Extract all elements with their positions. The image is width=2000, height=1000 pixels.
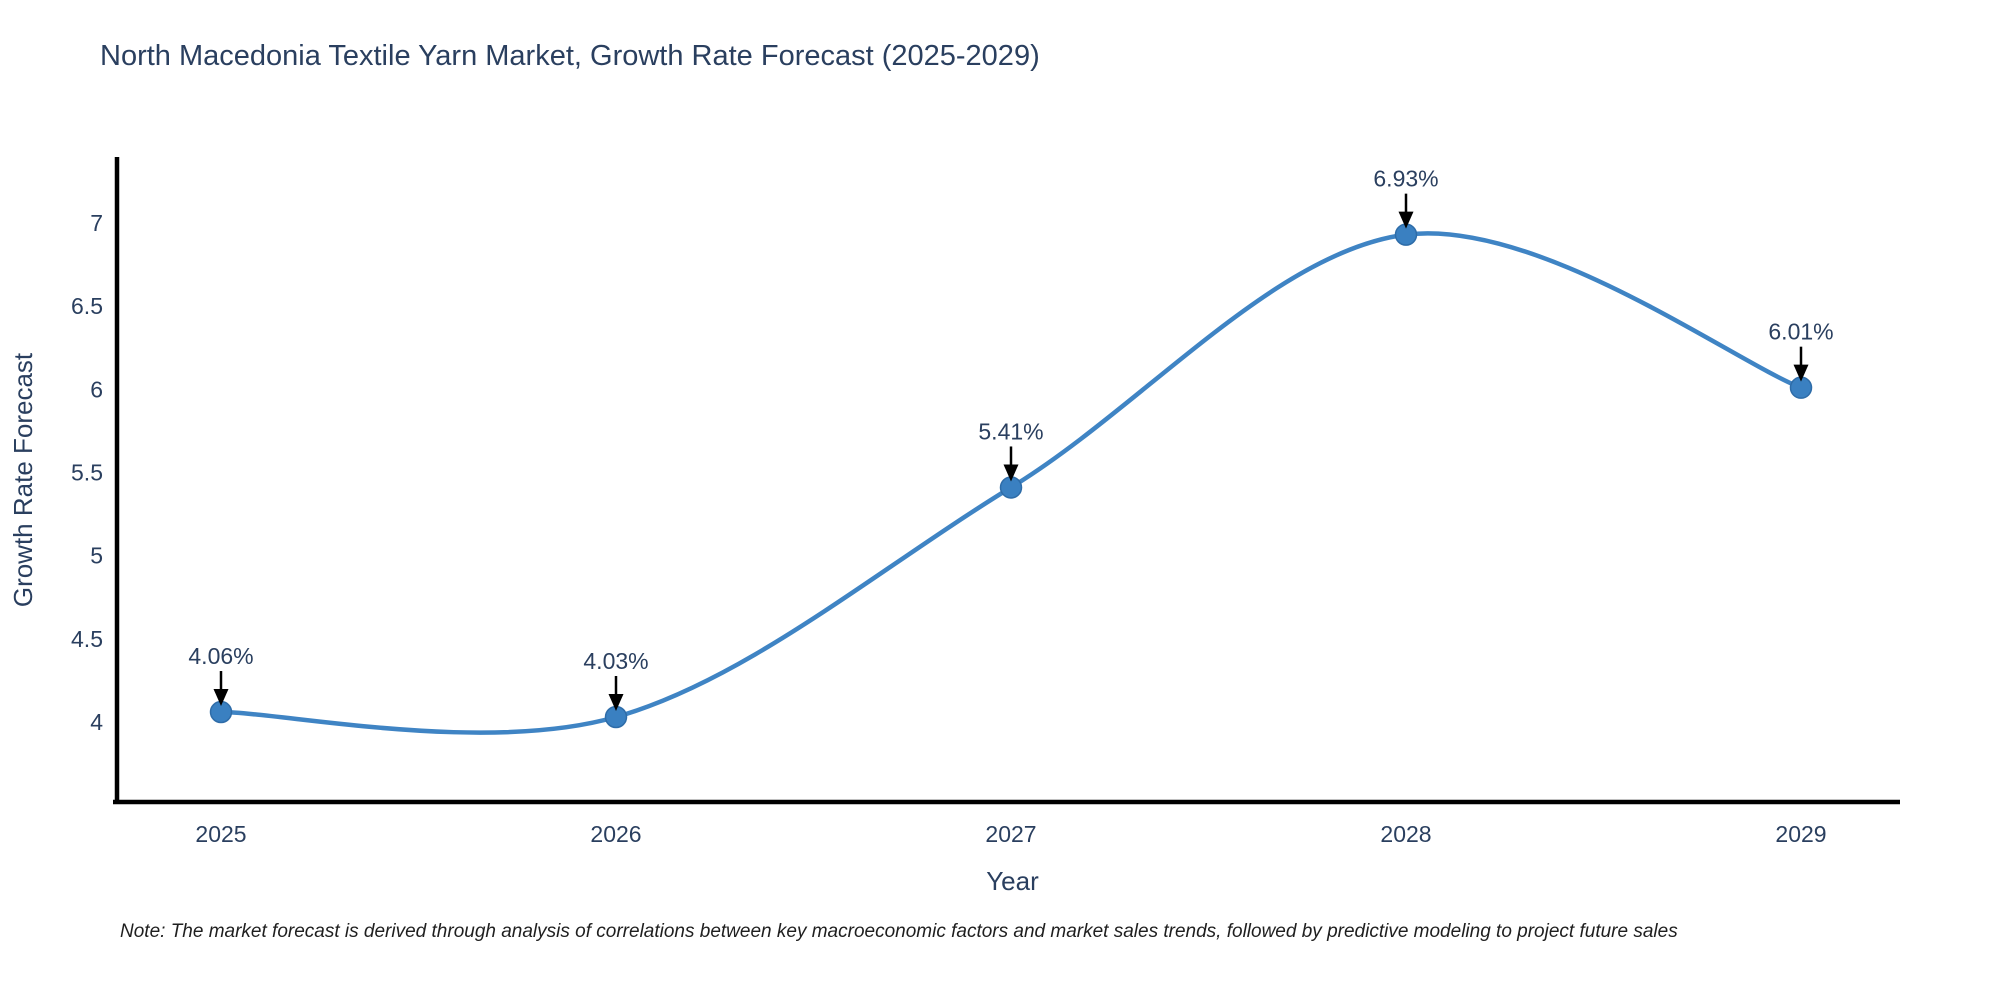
- x-tick-label: 2026: [590, 821, 641, 847]
- y-tick-label: 5.5: [71, 460, 103, 486]
- x-tick-label: 2029: [1775, 821, 1826, 847]
- annotation-arrow-head: [213, 689, 229, 707]
- data-point-label: 4.03%: [583, 648, 648, 674]
- chart-title: North Macedonia Textile Yarn Market, Gro…: [100, 40, 1040, 72]
- y-tick-label: 4.5: [71, 626, 103, 652]
- chart-note: Note: The market forecast is derived thr…: [120, 921, 1678, 942]
- y-tick-label: 7: [90, 210, 103, 236]
- data-point-label: 6.01%: [1768, 319, 1833, 345]
- annotation-arrow-head: [608, 694, 624, 712]
- data-point-label: 6.93%: [1373, 166, 1438, 192]
- y-axis-title: Growth Rate Forecast: [8, 352, 38, 607]
- y-tick-label: 4: [90, 709, 103, 735]
- x-tick-label: 2028: [1380, 821, 1431, 847]
- x-tick-label: 2025: [195, 821, 246, 847]
- annotation-arrow-head: [1793, 364, 1809, 382]
- y-tick-label: 5: [90, 543, 103, 569]
- y-tick-label: 6.5: [71, 293, 103, 319]
- x-tick-label: 2027: [985, 821, 1036, 847]
- x-axis-title: Year: [986, 866, 1039, 896]
- annotation-arrow-head: [1398, 211, 1414, 229]
- data-point-label: 5.41%: [978, 418, 1043, 444]
- data-point-label: 4.06%: [188, 643, 253, 669]
- annotation-arrow-head: [1003, 464, 1019, 482]
- y-tick-label: 6: [90, 376, 103, 402]
